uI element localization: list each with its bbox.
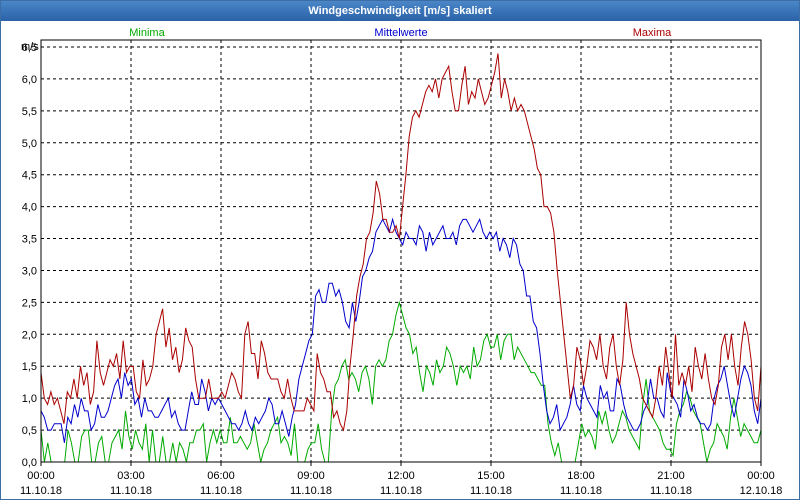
- tick-layer: 0,0 0,5 1,0 1,5 2,0 2,5 3,0 3,5 4,0 4,5 5,0 5,5 6,0 6…: [20, 42, 782, 497]
- y-tick-label: 1,5: [22, 361, 37, 373]
- x-tick-time: 09:00: [297, 470, 325, 482]
- y-tick-label: 2,0: [22, 329, 37, 341]
- y-tick-label: 4,0: [22, 202, 37, 214]
- x-tick-time: 06:00: [207, 470, 235, 482]
- plot-frame: [40, 39, 762, 463]
- x-tick-time: 21:00: [657, 470, 685, 482]
- x-tick-date: 11.10.18: [380, 485, 422, 497]
- x-tick-time: 00:00: [27, 470, 55, 482]
- wind-speed-chart: 0,0 0,5 1,0 1,5 2,0 2,5 3,0 3,5 4,0 4,5 5,0 5,5 6,0 6…: [20, 27, 782, 497]
- y-tick-label: 5,0: [22, 138, 37, 150]
- x-tick-date: 11.10.18: [560, 485, 602, 497]
- series-line-maxima: [40, 53, 762, 432]
- y-tick-label: 0,0: [22, 457, 37, 469]
- y-tick-label: 5,5: [22, 106, 37, 118]
- x-tick-time: 12:00: [387, 470, 415, 482]
- x-tick-date: 11.10.18: [110, 485, 152, 497]
- legend-label-maxima: Maxima: [633, 27, 672, 39]
- series-line-mittelwerte: [40, 217, 762, 443]
- x-tick-time: 03:00: [117, 470, 145, 482]
- legend: Minima Mittelwerte Maxima: [129, 27, 672, 39]
- x-tick-time: 18:00: [567, 470, 595, 482]
- y-tick-label: 6,0: [22, 74, 37, 86]
- y-tick-label: 6,5: [22, 42, 37, 54]
- grid-layer: [40, 40, 762, 466]
- y-axis-label: m/s: [21, 41, 39, 53]
- series-layer: [40, 53, 762, 463]
- y-tick-label: 3,5: [22, 234, 37, 246]
- y-tick-label: 0,5: [22, 425, 37, 437]
- x-tick-date: 11.10.18: [200, 485, 242, 497]
- x-tick-date: 12.10.18: [740, 485, 783, 497]
- x-tick-time: 15:00: [477, 470, 505, 482]
- series-line-minima: [40, 300, 762, 463]
- y-tick-label: 1,0: [22, 393, 37, 405]
- y-tick-label: 4,5: [22, 170, 37, 182]
- y-tick-label: 3,0: [22, 265, 37, 277]
- x-tick-date: 11.10.18: [650, 485, 692, 497]
- legend-label-minima: Minima: [129, 27, 165, 39]
- x-tick-date: 11.10.18: [20, 485, 62, 497]
- y-tick-label: 2,5: [22, 297, 37, 309]
- x-tick-date: 11.10.18: [470, 485, 512, 497]
- legend-label-mittelwerte: Mittelwerte: [374, 27, 427, 39]
- x-tick-time: 00:00: [747, 470, 775, 482]
- chart-title: Windgeschwindigkeit [m/s] skaliert: [1, 1, 799, 21]
- x-tick-date: 11.10.18: [290, 485, 332, 497]
